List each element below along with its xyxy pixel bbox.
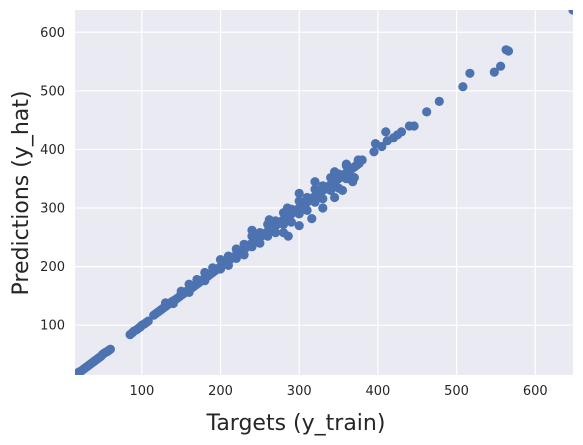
data-point xyxy=(176,286,186,296)
data-point xyxy=(381,127,391,137)
data-point xyxy=(326,185,336,195)
x-tick-label: 400 xyxy=(365,384,390,399)
data-point xyxy=(215,264,226,274)
data-point xyxy=(307,214,317,224)
data-point xyxy=(330,192,340,203)
x-tick-label: 200 xyxy=(208,384,233,399)
y-tick-labels: 100 200 300 400 500 600 xyxy=(40,26,65,334)
data-point xyxy=(247,242,257,252)
data-point xyxy=(422,107,432,117)
x-tick-label: 300 xyxy=(287,384,312,399)
y-tick-label: 200 xyxy=(40,260,65,275)
data-point xyxy=(465,68,475,78)
data-point xyxy=(489,67,499,77)
data-point xyxy=(282,203,292,213)
data-point xyxy=(310,197,320,207)
data-point xyxy=(283,231,293,241)
data-point xyxy=(200,267,210,278)
data-point xyxy=(302,205,312,215)
data-point xyxy=(310,177,320,187)
x-tick-labels: 100 200 300 400 500 600 xyxy=(129,384,547,399)
data-point xyxy=(348,177,358,187)
data-point xyxy=(263,231,273,241)
data-point xyxy=(369,147,379,157)
data-point xyxy=(294,196,304,206)
data-point xyxy=(192,274,202,285)
data-point xyxy=(247,225,257,235)
data-point xyxy=(255,228,265,238)
data-point xyxy=(184,279,194,289)
data-point xyxy=(105,344,115,354)
data-point xyxy=(318,181,328,191)
data-point xyxy=(294,209,304,219)
x-tick-label: 500 xyxy=(444,384,469,399)
data-point xyxy=(330,167,340,177)
x-axis-label: Targets (y_train) xyxy=(206,411,386,436)
data-point xyxy=(337,185,348,195)
data-point xyxy=(434,96,444,106)
data-point xyxy=(357,155,367,165)
data-point xyxy=(215,255,226,265)
data-point xyxy=(396,127,407,137)
y-tick-label: 500 xyxy=(40,84,65,99)
data-point xyxy=(239,250,249,260)
data-point xyxy=(231,244,241,254)
data-point xyxy=(294,188,304,198)
data-point xyxy=(223,251,233,261)
data-point xyxy=(208,263,218,273)
y-tick-label: 300 xyxy=(40,202,65,217)
data-point xyxy=(278,219,289,229)
data-point xyxy=(503,46,514,56)
data-point xyxy=(255,238,265,248)
data-point xyxy=(341,159,351,169)
data-point xyxy=(496,61,506,71)
data-point xyxy=(168,298,178,309)
data-point xyxy=(377,141,387,152)
data-points xyxy=(75,10,573,375)
data-point xyxy=(318,203,328,213)
data-point xyxy=(160,298,171,308)
data-point xyxy=(310,184,320,194)
data-point xyxy=(271,228,281,238)
data-point xyxy=(239,239,249,249)
data-point xyxy=(286,217,296,227)
y-tick-label: 100 xyxy=(40,319,65,334)
data-point xyxy=(568,10,573,15)
data-point xyxy=(458,82,468,92)
data-point xyxy=(231,253,241,263)
data-point xyxy=(409,121,419,131)
x-tick-label: 600 xyxy=(523,384,548,399)
y-tick-label: 400 xyxy=(40,143,65,158)
data-point xyxy=(302,192,312,203)
data-point xyxy=(318,194,328,204)
data-point xyxy=(264,215,274,225)
y-tick-label: 600 xyxy=(40,26,65,41)
data-point xyxy=(143,316,153,326)
data-point xyxy=(200,276,210,286)
data-point xyxy=(294,221,304,231)
y-axis-label: Predictions (y_hat) xyxy=(9,91,34,296)
x-tick-label: 100 xyxy=(129,384,154,399)
data-point xyxy=(184,287,194,297)
data-point xyxy=(223,260,233,270)
